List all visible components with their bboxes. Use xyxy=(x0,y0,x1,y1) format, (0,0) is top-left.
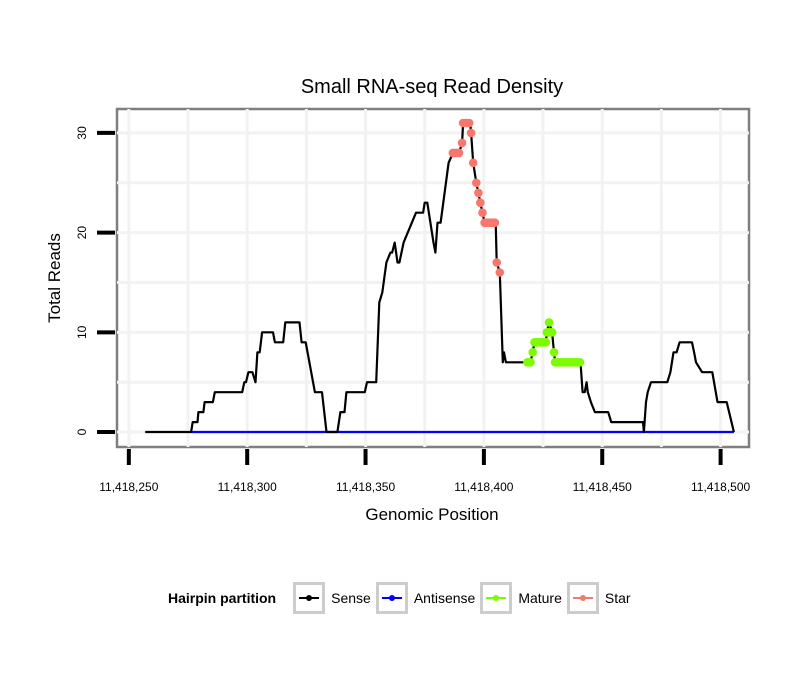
plot-panel xyxy=(115,107,751,449)
legend-item-mature: Mature xyxy=(480,582,562,614)
x-tick-label: 11,418,400 xyxy=(454,480,513,494)
data-point-mature xyxy=(549,348,559,357)
data-point-mature xyxy=(544,318,554,327)
y-axis: 0 10 20 30 xyxy=(75,126,115,435)
x-tick-label: 11,418,500 xyxy=(691,480,750,494)
chart-title: Small RNA-seq Read Density xyxy=(301,76,563,98)
x-tick-label: 11,418,250 xyxy=(99,480,158,494)
legend-label: Star xyxy=(604,590,631,606)
x-axis: 11,418,250 11,418,300 11,418,350 11,418,400… xyxy=(99,449,751,494)
x-tick-label: 11,418,350 xyxy=(336,480,395,494)
data-point-star xyxy=(472,178,481,188)
y-tick-label: 10 xyxy=(75,325,89,339)
y-tick-label: 20 xyxy=(75,226,89,240)
data-point-star xyxy=(464,118,474,128)
x-tick-label: 11,418,300 xyxy=(218,480,277,494)
legend-key-sense-icon xyxy=(293,582,326,614)
legend-label: Sense xyxy=(331,590,371,606)
data-point-mature xyxy=(547,328,557,337)
data-point-mature xyxy=(528,348,537,357)
data-point-star xyxy=(468,158,478,168)
legend-key-star-icon xyxy=(566,582,599,614)
data-point-mature xyxy=(526,358,535,367)
data-point-star xyxy=(454,148,464,158)
data-point-star xyxy=(490,218,500,227)
y-tick-label: 30 xyxy=(75,126,89,140)
legend-key-antisense-icon xyxy=(375,582,408,614)
data-point-star xyxy=(476,198,485,207)
legend-item-star: Star xyxy=(566,582,631,614)
legend-label: Mature xyxy=(518,590,562,606)
data-point-mature xyxy=(575,358,585,367)
data-point-star xyxy=(492,258,502,267)
data-point-star xyxy=(457,138,467,148)
legend-label: Antisense xyxy=(413,590,476,606)
x-axis-title: Genomic Position xyxy=(365,505,498,524)
y-tick-label: 0 xyxy=(75,428,89,435)
series-mature xyxy=(523,318,585,367)
legend-item-sense: Sense xyxy=(293,582,371,614)
legend-key-mature-icon xyxy=(480,582,513,614)
data-point-star xyxy=(478,208,487,217)
series-layer xyxy=(145,118,735,434)
data-point-star xyxy=(495,268,505,277)
data-point-mature xyxy=(541,338,551,347)
legend: Hairpin partition Sense Antisense Mature… xyxy=(168,578,636,618)
series-star xyxy=(448,118,505,277)
y-axis-title: Total Reads xyxy=(45,233,64,323)
data-point-star xyxy=(466,128,476,138)
legend-item-antisense: Antisense xyxy=(375,582,476,614)
legend-title: Hairpin partition xyxy=(168,590,277,606)
x-tick-label: 11,418,450 xyxy=(573,480,632,494)
data-point-star xyxy=(474,188,483,198)
